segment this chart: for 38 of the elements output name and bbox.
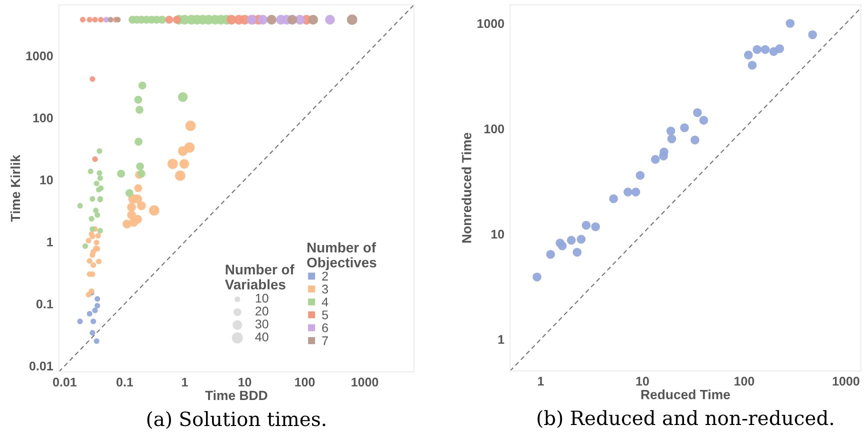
x-tick-label: 10 xyxy=(636,376,649,386)
y-tick-label: 1000 xyxy=(478,19,504,28)
y-tick-label: 1 xyxy=(47,238,53,246)
legend-label: 3 xyxy=(322,284,328,294)
y-tick-label: 10 xyxy=(40,176,53,184)
legend-label: 20 xyxy=(256,306,268,316)
legend-label: 30 xyxy=(255,320,268,328)
legend-label: 6 xyxy=(322,323,328,332)
y-tick-label: 0.01 xyxy=(30,362,53,370)
y-tick-label: 100 xyxy=(33,113,53,122)
x-tick-label: 0.01 xyxy=(53,378,77,387)
x-tick-label: 10 xyxy=(238,378,252,387)
y-axis-title: Time Kirlik xyxy=(10,154,20,222)
legend-title: Number of Objectives xyxy=(307,242,376,270)
x-tick-label: 1000 xyxy=(832,376,860,386)
legend-label: 4 xyxy=(322,298,328,306)
legend-label: 5 xyxy=(322,310,328,320)
legend-label: 7 xyxy=(322,336,328,345)
x-tick-label: 1 xyxy=(538,376,544,386)
y-tick-label: 1 xyxy=(498,335,504,344)
x-axis-title: Reduced Time xyxy=(641,390,730,400)
x-tick-label: 1 xyxy=(182,378,188,386)
x-tick-label: 1000 xyxy=(352,378,378,387)
y-tick-label: 0.1 xyxy=(36,300,53,308)
text: (b) Reduced and non-reduced. xyxy=(538,410,834,428)
x-axis-title: Time BDD xyxy=(205,390,268,400)
annotation: Number of Variables xyxy=(225,264,294,290)
x-tick-label: 100 xyxy=(295,378,315,387)
x-tick-label: 100 xyxy=(734,376,754,386)
legend-label: 10 xyxy=(256,294,268,303)
y-tick-label: 1000 xyxy=(26,51,53,60)
y-axis-title: Nonreduced Time xyxy=(462,132,472,243)
y-tick-label: 10 xyxy=(491,230,504,239)
legend-label: 40 xyxy=(255,332,268,342)
legend-label: 2 xyxy=(322,272,328,280)
y-tick-label: 100 xyxy=(484,124,504,134)
text: (a) Solution times. xyxy=(147,411,326,429)
x-tick-label: 0.1 xyxy=(116,378,134,387)
